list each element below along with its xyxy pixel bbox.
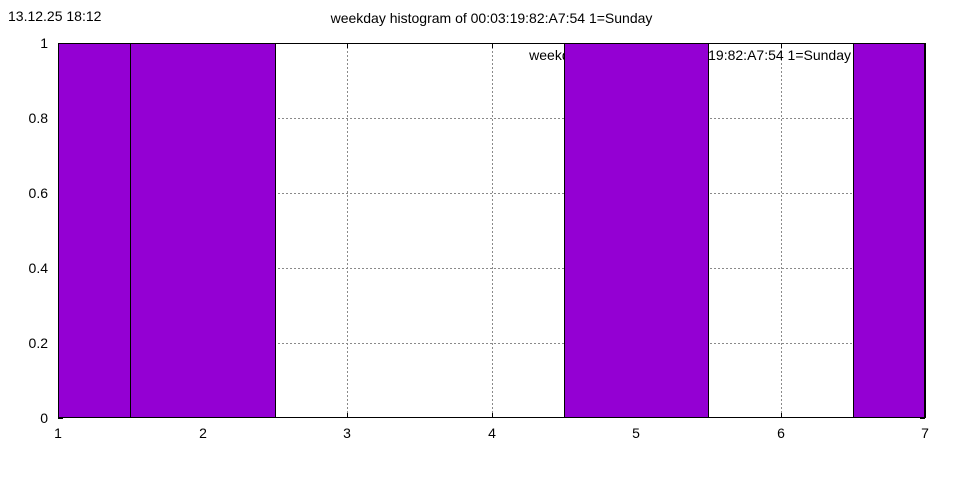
x-tick-mark — [781, 413, 782, 418]
histogram-bar — [564, 43, 709, 418]
y-tick-label: 0.4 — [28, 260, 48, 276]
x-tick-mark — [347, 43, 348, 48]
horizontal-gridline — [58, 118, 925, 119]
y-tick-label: 0.6 — [28, 185, 48, 201]
x-tick-label: 1 — [54, 425, 62, 441]
horizontal-gridline — [58, 268, 925, 269]
vertical-gridline — [781, 43, 782, 418]
histogram-bar — [58, 43, 131, 418]
vertical-gridline — [492, 43, 493, 418]
histogram-bar — [130, 43, 276, 418]
horizontal-gridline — [58, 343, 925, 344]
horizontal-gridline — [58, 193, 925, 194]
x-tick-mark — [492, 43, 493, 48]
chart-title: weekday histogram of 00:03:19:82:A7:54 1… — [330, 10, 653, 26]
x-tick-label: 5 — [632, 425, 640, 441]
x-tick-label: 6 — [777, 425, 785, 441]
y-tick-label: 1 — [40, 35, 48, 51]
x-tick-label: 3 — [343, 425, 351, 441]
plot-area: weekday histogram of 00:03:19:82:A7:54 1… — [58, 43, 926, 419]
plot-timestamp: 13.12.25 18:12 — [8, 8, 102, 24]
x-tick-mark — [347, 413, 348, 418]
y-tick-label: 0 — [40, 410, 48, 426]
x-tick-label: 7 — [921, 425, 929, 441]
histogram-bar — [853, 43, 926, 418]
vertical-gridline — [347, 43, 348, 418]
x-tick-label: 4 — [488, 425, 496, 441]
y-tick-mark — [920, 418, 925, 419]
x-tick-mark — [492, 413, 493, 418]
y-tick-label: 0.2 — [28, 335, 48, 351]
x-tick-mark — [781, 43, 782, 48]
y-tick-mark — [58, 418, 63, 419]
y-tick-label: 0.8 — [28, 110, 48, 126]
x-tick-label: 2 — [199, 425, 207, 441]
